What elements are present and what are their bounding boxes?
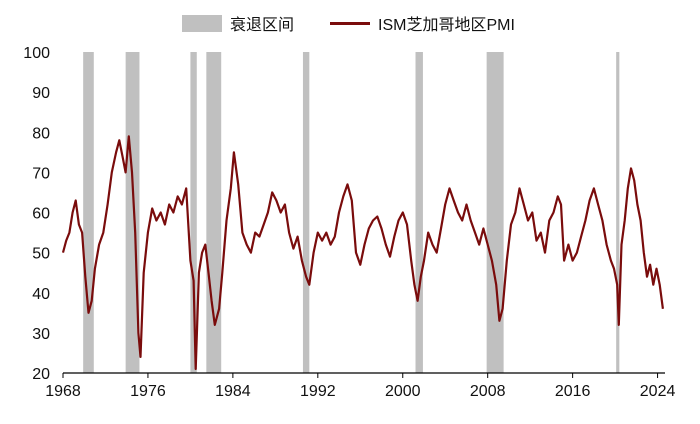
- recession-band: [125, 52, 140, 373]
- x-tick-label: 2016: [555, 383, 591, 400]
- y-tick-label: 40: [32, 286, 50, 303]
- axes: 20 30 40 50 60 70 80 90 100 1968 1976 1984 1992 2000 2…: [23, 45, 675, 400]
- legend-recession: 衰退区间: [182, 11, 294, 35]
- x-tick-label: 1984: [215, 383, 251, 400]
- recession-band: [190, 52, 197, 373]
- y-tick-label: 30: [32, 326, 50, 343]
- y-tick-label: 100: [23, 45, 50, 62]
- pmi-series-line: [61, 135, 664, 371]
- legend-pmi-label: ISM芝加哥地区PMI: [378, 17, 515, 34]
- recession-band: [83, 52, 94, 373]
- x-tick-label: 1976: [130, 383, 166, 400]
- recession-band: [486, 52, 504, 373]
- y-tick-label: 60: [32, 206, 50, 223]
- recession-swatch: [182, 14, 222, 32]
- pmi-swatch: [330, 21, 370, 25]
- y-tick-label: 70: [32, 165, 50, 182]
- legend-pmi: ISM芝加哥地区PMI: [330, 11, 515, 35]
- legend-recession-label: 衰退区间: [230, 17, 295, 34]
- x-tick-label: 2008: [470, 383, 506, 400]
- recession-band: [616, 52, 620, 373]
- y-tick-label: 50: [32, 246, 50, 263]
- x-tick-label: 1968: [45, 383, 81, 400]
- x-tick-label: 2024: [640, 383, 676, 400]
- recession-band: [415, 52, 423, 373]
- series-layer: [61, 135, 664, 371]
- x-tick-label: 2000: [385, 383, 421, 400]
- recession-bands: [83, 52, 620, 373]
- recession-band: [302, 52, 310, 373]
- y-tick-label: 20: [32, 366, 50, 383]
- y-tick-label: 80: [32, 125, 50, 142]
- y-tick-label: 90: [32, 85, 50, 102]
- x-tick-label: 1992: [300, 383, 336, 400]
